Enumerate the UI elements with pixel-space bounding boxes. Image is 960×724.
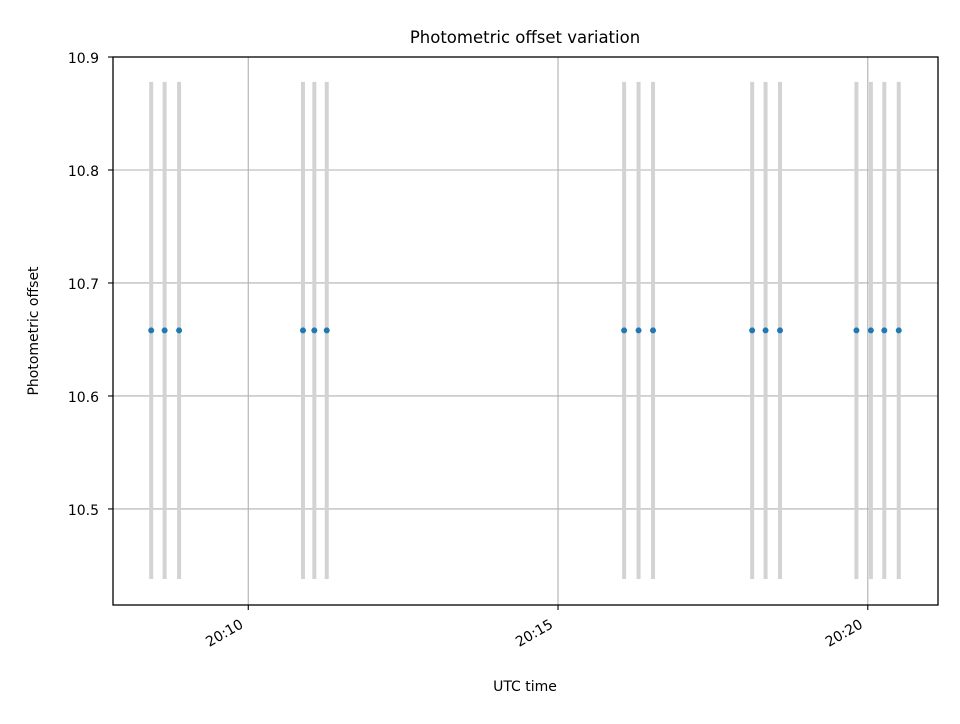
x-axis-label: UTC time <box>493 679 557 695</box>
y-tick-label: 10.9 <box>68 51 99 67</box>
chart-title: Photometric offset variation <box>410 28 640 47</box>
data-point <box>853 327 860 334</box>
data-point <box>867 327 874 334</box>
data-point <box>323 327 330 334</box>
data-point <box>895 327 902 334</box>
data-point <box>161 327 168 334</box>
y-tick-label: 10.6 <box>68 390 99 406</box>
y-axis-label: Photometric offset <box>26 266 42 396</box>
point-layer <box>148 327 902 334</box>
y-tick-label: 10.5 <box>68 503 99 519</box>
data-point <box>148 327 155 334</box>
plot-frame <box>112 56 939 606</box>
data-point <box>762 327 769 334</box>
data-point <box>749 327 756 334</box>
data-point <box>621 327 628 334</box>
y-tick-label: 10.7 <box>68 277 99 293</box>
y-tick-label: 10.8 <box>68 164 99 180</box>
data-point <box>881 327 888 334</box>
data-point <box>311 327 318 334</box>
data-point <box>650 327 657 334</box>
data-point <box>777 327 784 334</box>
data-point <box>299 327 306 334</box>
data-point <box>176 327 183 334</box>
data-point <box>635 327 642 334</box>
